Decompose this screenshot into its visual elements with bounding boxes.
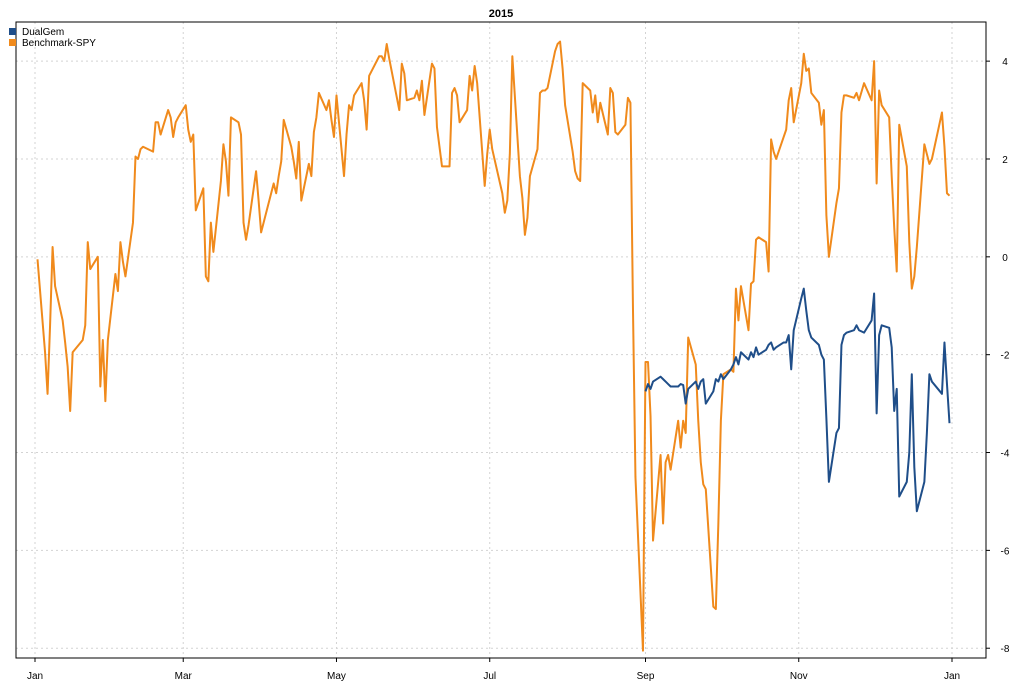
x-tick-label: Nov: [790, 671, 808, 682]
series-lines: [36, 40, 951, 652]
legend-label: DualGem: [22, 27, 64, 38]
y-tick-label: 0: [1002, 253, 1008, 264]
y-tick-label: -8: [1001, 644, 1010, 655]
y-axis: 4 2 0 -2 -4 -6 -8: [986, 57, 1010, 655]
x-tick-label: May: [327, 671, 346, 682]
series-line-dualgem: [644, 287, 951, 513]
x-tick-label: Jan: [944, 671, 960, 682]
legend-label: Benchmark-SPY: [22, 38, 96, 49]
x-axis: Jan Mar May Jul Sep Nov Jan: [27, 658, 960, 682]
y-tick-label: -4: [1001, 449, 1010, 460]
series-line-benchmark-spy: [36, 40, 951, 652]
x-tick-label: Jan: [27, 671, 43, 682]
legend-swatch: [9, 39, 16, 46]
x-tick-label: Sep: [637, 671, 655, 682]
x-tick-label: Mar: [175, 671, 193, 682]
legend-swatch: [9, 28, 16, 35]
y-tick-label: 2: [1002, 155, 1008, 166]
plot-frame: [15, 21, 987, 659]
y-tick-label: -6: [1001, 546, 1010, 557]
grid-lines: [16, 22, 986, 658]
y-tick-label: -2: [1001, 351, 1010, 362]
y-tick-label: 4: [1002, 57, 1008, 68]
chart-title: 2015: [489, 8, 513, 20]
x-tick-label: Jul: [483, 671, 496, 682]
